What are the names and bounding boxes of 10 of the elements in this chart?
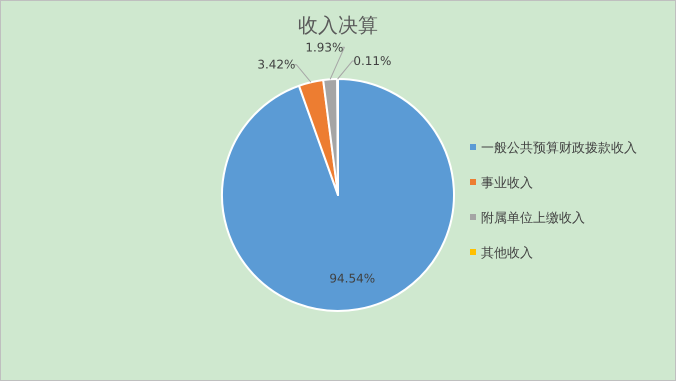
legend-label: 一般公共预算财政拨款收入 <box>481 141 637 156</box>
chart-title: 收入决算 <box>298 13 378 37</box>
legend-label: 事业收入 <box>481 176 533 191</box>
data-label: 1.93% <box>305 40 344 54</box>
data-label: 0.11% <box>353 54 392 68</box>
pie-slice <box>221 78 455 312</box>
data-label: 94.54% <box>329 271 376 286</box>
legend-label: 其他收入 <box>481 246 533 261</box>
legend-label: 附属单位上缴收入 <box>481 211 585 226</box>
data-label: 3.42% <box>257 58 296 72</box>
